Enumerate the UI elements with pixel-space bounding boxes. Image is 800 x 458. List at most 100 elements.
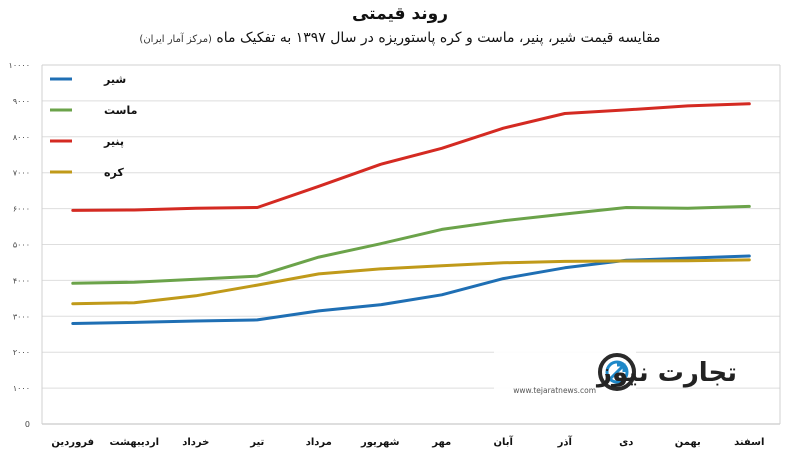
data-point <box>440 293 443 296</box>
x-tick-label: مرداد <box>306 437 332 448</box>
y-tick-labels: 0 ۱۰۰۰ ۲۰۰۰ ۳۰۰۰ ۴۰۰۰ ۵۰۰۰ ۶۰۰۰ ۷۰۰۰ ۸۰۰۰ ۹۰۰۰ ۱۰۰… <box>9 61 30 429</box>
series-line <box>71 204 751 285</box>
y-tick-label: ۱۰۰۰۰ <box>9 61 30 70</box>
y-tick-label: ۷۰۰۰ <box>13 169 30 178</box>
data-point <box>379 242 382 245</box>
series-group <box>71 102 751 212</box>
x-tick-label: دی <box>619 437 633 448</box>
data-point <box>71 282 74 285</box>
data-point <box>748 259 751 261</box>
data-point <box>625 260 628 262</box>
data-point <box>256 319 259 321</box>
axes <box>41 64 781 424</box>
data-point <box>563 112 566 115</box>
y-tick-label: ۹۰۰۰ <box>13 97 30 106</box>
x-tick-labels: فروردین اردیبهشت خرداد تیر مرداد شهریور مهر آبا… <box>51 435 764 448</box>
data-point <box>317 273 320 275</box>
y-tick-label: ۳۰۰۰ <box>13 312 30 321</box>
series-group <box>71 254 751 325</box>
x-tick-label: خرداد <box>182 437 209 448</box>
data-point <box>686 105 689 107</box>
data-point <box>748 102 751 105</box>
data-point <box>440 147 443 150</box>
data-point <box>625 206 628 209</box>
data-point <box>256 206 259 209</box>
data-point <box>686 207 689 210</box>
y-tick-label: 0 <box>25 420 30 429</box>
data-point <box>71 209 74 212</box>
x-tick-label: شهریور <box>360 437 400 448</box>
series-group <box>71 258 751 306</box>
data-point <box>379 268 382 270</box>
data-point <box>317 256 320 258</box>
data-point <box>317 310 320 312</box>
watermark: تجارت نیوز www.tejaratnews.com <box>494 346 737 396</box>
data-point <box>563 260 566 263</box>
watermark-brand: تجارت نیوز <box>595 358 737 388</box>
data-point <box>317 185 320 188</box>
x-tick-label: آذر <box>557 435 573 448</box>
y-tick-label: ۱۰۰۰ <box>13 384 30 393</box>
data-point <box>194 295 197 297</box>
data-point <box>502 220 505 222</box>
legend-item: ماست <box>50 104 137 117</box>
y-tick-label: ۵۰۰۰ <box>13 241 30 250</box>
series-lines <box>71 102 751 325</box>
data-point <box>502 127 505 129</box>
series-group <box>71 204 751 285</box>
legend: شیر ماست پنیر کره <box>50 73 137 179</box>
data-point <box>194 207 197 210</box>
legend-item: پنیر <box>50 135 124 148</box>
x-tick-label: اردیبهشت <box>109 437 159 448</box>
y-tick-label: ۴۰۰۰ <box>13 276 30 285</box>
data-point <box>71 302 74 305</box>
legend-item: شیر <box>50 73 126 86</box>
subtitle-text: مقایسه قیمت شیر، پنیر، ماست و کره پاستور… <box>216 30 661 46</box>
chart-subtitle: مقایسه قیمت شیر، پنیر، ماست و کره پاستور… <box>0 30 800 46</box>
chart-title: روند قیمتی <box>351 4 449 24</box>
data-point <box>686 257 689 259</box>
x-tick-label: تیر <box>249 437 264 448</box>
data-point <box>502 277 505 280</box>
x-tick-label: مهر <box>431 437 451 448</box>
x-tick-label: اسفند <box>734 437 764 448</box>
x-tick-label: آبان <box>494 435 514 448</box>
legend-item: کره <box>50 166 124 179</box>
data-point <box>502 262 505 264</box>
data-point <box>194 278 197 281</box>
legend-label: شیر <box>103 73 126 86</box>
data-point <box>133 209 136 211</box>
data-point <box>686 259 689 262</box>
data-point <box>625 109 628 111</box>
logo-arrow-icon <box>608 363 626 381</box>
data-point <box>563 213 566 215</box>
data-point <box>379 163 382 166</box>
data-point <box>133 301 136 304</box>
legend-label: پنیر <box>103 135 124 148</box>
data-point <box>440 264 443 267</box>
data-point <box>440 228 443 231</box>
data-point <box>194 320 197 322</box>
watermark-background <box>494 346 636 396</box>
data-point <box>748 205 751 208</box>
series-line <box>71 258 751 306</box>
logo-inner-ring <box>605 360 629 384</box>
y-tick-label: ۶۰۰۰ <box>13 205 30 214</box>
data-point <box>71 322 74 325</box>
x-tick-label: بهمن <box>675 437 701 448</box>
legend-label: ماست <box>104 104 137 117</box>
data-point <box>256 275 259 277</box>
data-point <box>748 255 751 257</box>
data-point <box>133 321 136 324</box>
legend-label: کره <box>104 166 124 179</box>
y-tick-label: ۲۰۰۰ <box>13 348 30 357</box>
x-tick-label: فروردین <box>51 437 94 448</box>
y-tick-label: ۸۰۰۰ <box>13 133 30 142</box>
data-point <box>563 267 566 269</box>
series-line <box>71 102 751 212</box>
data-point <box>133 281 136 283</box>
watermark-url: www.tejaratnews.com <box>513 386 596 395</box>
data-point <box>256 284 259 286</box>
